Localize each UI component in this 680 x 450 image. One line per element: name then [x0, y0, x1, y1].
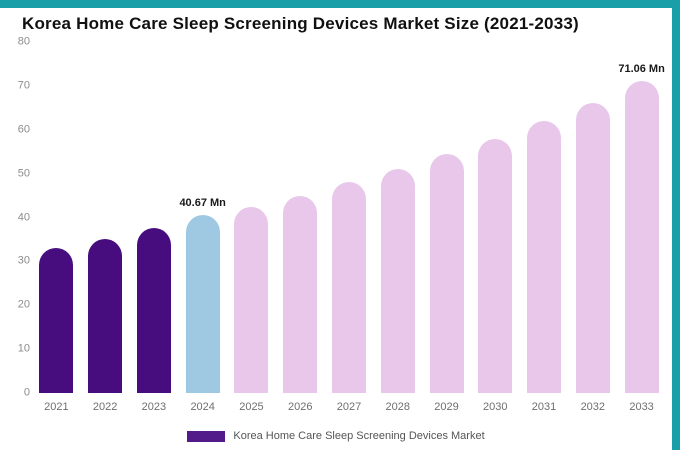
x-tick-label-2025: 2025: [239, 401, 264, 413]
y-tick-label: 50: [17, 167, 30, 180]
x-tick-label-2024: 2024: [190, 401, 215, 413]
bar-2032: [575, 103, 610, 393]
x-tick-label-2031: 2031: [531, 401, 557, 413]
y-axis: 0 10 20 30 40 50 60 70 80: [6, 36, 32, 398]
bar-2022: [88, 239, 123, 393]
x-tick-label-2026: 2026: [287, 401, 313, 413]
bar-2029: [429, 153, 464, 393]
legend-swatch: [187, 430, 226, 442]
y-tick-label: 10: [17, 342, 30, 355]
bar-group-2021: 2021: [32, 42, 81, 413]
bar-2031: [527, 120, 562, 393]
bar-2028: [380, 169, 415, 393]
y-tick-label: 30: [17, 254, 30, 267]
bar-2033: [624, 81, 659, 393]
bar-group-2026: 2026: [276, 42, 325, 413]
bar-2026: [283, 195, 318, 393]
x-tick-label-2022: 2022: [92, 401, 118, 413]
bar-value-label-2024: 40.67 Mn: [179, 196, 226, 209]
bar-chart: 0 10 20 30 40 50 60 70 80 2021 2022 2023 40.67 Mn 20…: [6, 36, 666, 418]
chart-title: Korea Home Care Sleep Screening Devices …: [22, 14, 579, 33]
bar-2023: [136, 228, 171, 393]
y-tick-label: 70: [17, 79, 30, 92]
page-frame-top: [0, 0, 680, 8]
x-tick-label-2029: 2029: [434, 401, 459, 413]
bar-group-2030: 2030: [471, 42, 520, 413]
bar-group-2029: 2029: [422, 42, 471, 413]
bar-group-2027: 2027: [325, 42, 374, 413]
legend: Korea Home Care Sleep Screening Devices …: [0, 430, 672, 442]
bar-2027: [331, 182, 366, 393]
bar-group-2031: 2031: [520, 42, 569, 413]
x-tick-label-2021: 2021: [44, 401, 69, 413]
y-tick-label: 20: [17, 298, 30, 311]
legend-label: Korea Home Care Sleep Screening Devices …: [233, 430, 485, 442]
y-tick-label: 40: [17, 211, 30, 223]
bar-2021: [39, 248, 74, 393]
x-tick-label-2030: 2030: [483, 401, 508, 413]
bar-group-2024: 40.67 Mn 2024: [178, 42, 227, 413]
page-frame-right: [672, 0, 680, 450]
bar-group-2023: 2023: [130, 42, 179, 413]
bar-2024: [185, 214, 220, 393]
y-tick-label: 80: [17, 35, 30, 48]
bar-group-2025: 2025: [227, 42, 276, 413]
bar-group-2033: 71.06 Mn 2033: [617, 42, 666, 413]
y-tick-label: 0: [23, 386, 30, 399]
x-tick-label-2027: 2027: [336, 401, 362, 413]
plot-area: 2021 2022 2023 40.67 Mn 2024 2025 2026 2027 2028…: [32, 42, 666, 413]
x-tick-label-2033: 2033: [629, 401, 654, 413]
bar-value-label-2033: 71.06 Mn: [618, 63, 665, 76]
x-tick-label-2023: 2023: [141, 401, 167, 413]
x-tick-label-2032: 2032: [580, 401, 606, 413]
bar-2030: [478, 138, 513, 393]
y-tick-label: 60: [17, 123, 30, 136]
x-tick-label-2028: 2028: [385, 401, 410, 413]
bar-2025: [234, 206, 269, 393]
bar-group-2022: 2022: [81, 42, 130, 413]
bar-group-2028: 2028: [373, 42, 422, 413]
bar-group-2032: 2032: [568, 42, 617, 413]
